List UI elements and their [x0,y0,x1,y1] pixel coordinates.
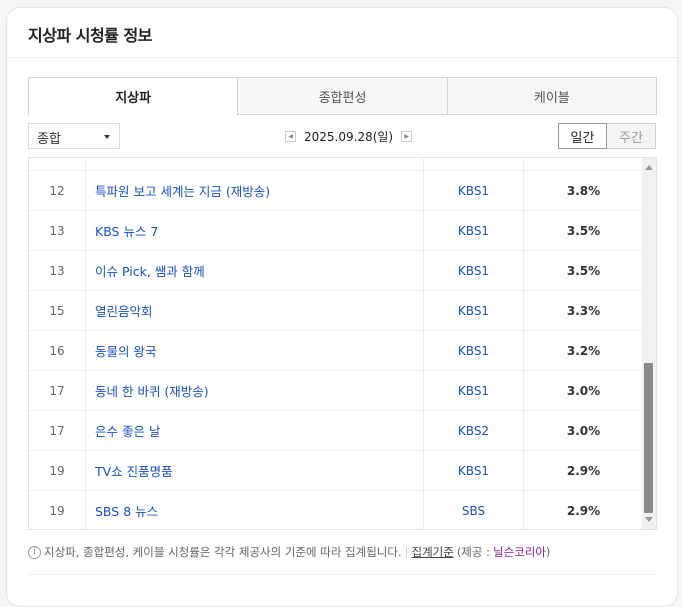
channel-link[interactable]: KBS2 [424,411,524,450]
rank-cell: 17 [29,411,86,450]
provider-suffix: ) [545,545,551,559]
info-icon: i [28,545,41,559]
scrollbar[interactable] [642,158,656,529]
rank-cell: 13 [29,251,86,290]
tab-terrestrial[interactable]: 지상파 [28,77,239,115]
table-row: 16 동물의 왕국 KBS1 3.2% [29,331,643,371]
rank-cell: 17 [29,371,86,410]
chevron-down-icon [104,135,110,142]
program-link[interactable]: KBS 뉴스 7 [86,211,424,250]
channel-link[interactable]: KBS1 [424,451,524,490]
table-row: 13 KBS 뉴스 7 KBS1 3.5% [29,211,643,251]
divider [7,57,677,58]
date-label: 2025.09.28(일) [304,130,394,144]
footer-note: i 지상파, 종합편성, 케이블 시청률은 각각 제공사의 기준에 따라 집계됩… [28,544,550,560]
program-link[interactable]: TV쇼 진품명품 [86,451,424,490]
program-link[interactable]: 이슈 Pick, 쌤과 함께 [86,251,424,290]
channel-link[interactable]: KBS1 [424,251,524,290]
program-link[interactable]: 은수 좋은 날 [86,411,424,450]
channel-link[interactable]: KBS1 [424,291,524,330]
channel-link[interactable]: KBS1 [424,211,524,250]
provider-link[interactable]: 닐슨코리아 [493,545,546,559]
card-title: 지상파 시청률 정보 [28,26,152,45]
rank-cell: 19 [29,451,86,490]
footer-text: 지상파, 종합편성, 케이블 시청률은 각각 제공사의 기준에 따라 집계됩니다… [44,545,402,559]
scroll-down-icon[interactable] [645,517,653,526]
rating-cell: 3.0% [566,383,601,398]
prev-date-button[interactable]: ◀ [285,131,296,142]
filter-value: 종합 [37,132,61,147]
daily-button[interactable]: 일간 [558,123,607,149]
rank-cell: 13 [29,211,86,250]
program-link[interactable]: 열린음악회 [86,291,424,330]
criteria-link[interactable]: 집계기준 [411,545,454,559]
table-row: 17 은수 좋은 날 KBS2 3.0% [29,411,643,451]
channel-link[interactable]: SBS [424,491,524,529]
channel-link[interactable]: KBS1 [424,171,524,210]
rating-cell: 3.5% [566,223,601,238]
program-link[interactable]: 동네 한 바퀴 (재방송) [86,371,424,410]
ratings-card: 지상파 시청률 정보 지상파 종합편성 케이블 종합 ◀ 2025.09.28(… [6,7,678,607]
scrollbar-thumb[interactable] [644,363,653,513]
channel-link[interactable]: KBS1 [424,331,524,370]
table-row: 19 SBS 8 뉴스 SBS 2.9% [29,491,643,529]
rank-cell: 19 [29,491,86,529]
separator: | [404,545,409,559]
rating-cell: 3.3% [566,303,601,318]
program-link[interactable]: 특파원 보고 세계는 지금 (재방송) [86,171,424,210]
filter-select[interactable]: 종합 [28,123,120,149]
divider [28,574,656,575]
provider-prefix: (제공 : [456,545,490,559]
category-tabs: 지상파 종합편성 케이블 [28,77,657,115]
program-link[interactable]: 동물의 왕국 [86,331,424,370]
rank-cell: 15 [29,291,86,330]
weekly-button[interactable]: 주간 [607,123,656,149]
table-row: 15 열린음악회 KBS1 3.3% [29,291,643,331]
table-row: 13 이슈 Pick, 쌤과 함께 KBS1 3.5% [29,251,643,291]
tab-general[interactable]: 종합편성 [238,77,448,115]
rating-cell: 2.9% [566,463,601,478]
scroll-up-icon[interactable] [645,161,653,170]
tab-cable[interactable]: 케이블 [447,77,657,115]
period-toggle: 일간 주간 [558,123,656,149]
channel-link[interactable]: KBS1 [424,371,524,410]
program-link[interactable]: SBS 8 뉴스 [86,491,424,529]
rating-cell: 3.8% [566,183,601,198]
rating-cell: 3.0% [566,423,601,438]
table-row [29,158,643,171]
table-row: 12 특파원 보고 세계는 지금 (재방송) KBS1 3.8% [29,171,643,211]
rank-cell: 12 [29,171,86,210]
rating-cell: 3.2% [566,343,601,358]
rating-cell: 2.9% [566,503,601,518]
rating-cell: 3.5% [566,263,601,278]
next-date-button[interactable]: ▶ [401,131,413,142]
table-row: 19 TV쇼 진품명품 KBS1 2.9% [29,451,643,491]
rank-cell: 16 [29,331,86,370]
date-navigator: ◀ 2025.09.28(일) ▶ [285,128,413,145]
table-row: 17 동네 한 바퀴 (재방송) KBS1 3.0% [29,371,643,411]
